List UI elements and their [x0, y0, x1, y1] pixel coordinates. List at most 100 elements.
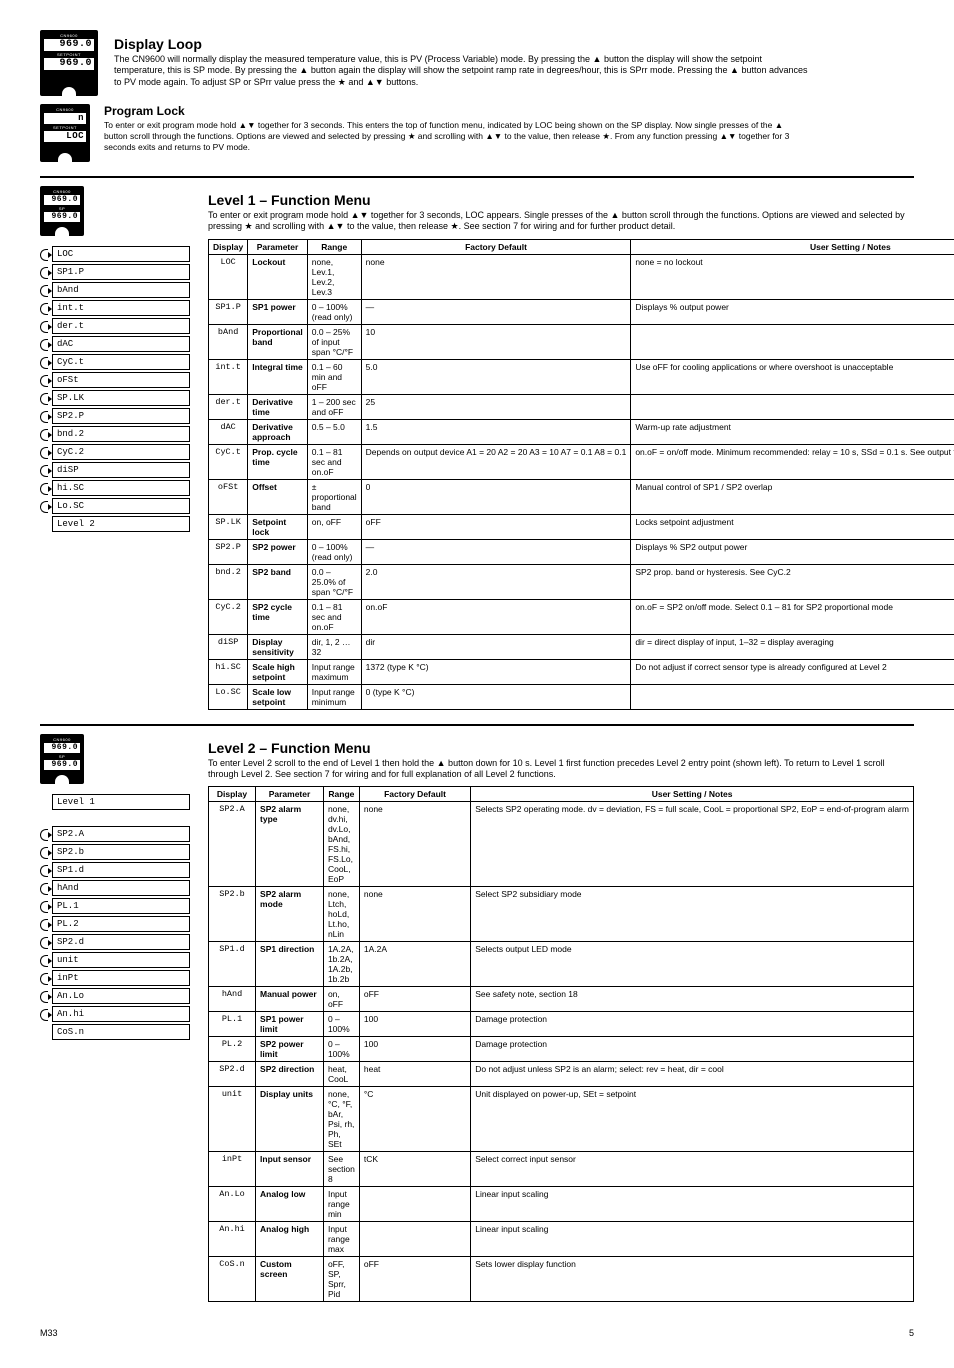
cell-param: SP2 band: [248, 564, 308, 599]
cell-default: —: [361, 539, 631, 564]
cell-user: Damage protection: [471, 1012, 914, 1037]
table-row: SP1.P SP1 power 0 – 100% (read only) — D…: [209, 299, 954, 324]
cell-user: Locks setpoint adjustment: [631, 514, 954, 539]
col-header: Factory Default: [359, 787, 470, 802]
cell-default: 100: [359, 1037, 470, 1062]
cell-user: Do not adjust unless SP2 is an alarm; se…: [471, 1062, 914, 1087]
cell-param: Display sensitivity: [248, 634, 308, 659]
cell-user: Displays % SP2 output power: [631, 539, 954, 564]
cell-param: Proportional band: [248, 324, 308, 359]
table-row: bAnd Proportional band 0.0 – 25% of inpu…: [209, 324, 954, 359]
cell-display: CoS.n: [209, 1257, 256, 1302]
desc-level1: To enter or exit program mode hold ▲▼ to…: [208, 210, 908, 233]
cell-param: Analog low: [256, 1187, 324, 1222]
cell-display: CyC.t: [209, 444, 248, 479]
cell-default: 1.5: [361, 419, 631, 444]
cell-range: 0.1 – 81 sec and on.oF: [307, 444, 361, 479]
cell-user: on.oF = SP2 on/off mode. Select 0.1 – 81…: [631, 599, 954, 634]
cell-range: on, oFF: [323, 987, 359, 1012]
cell-display: PL.2: [209, 1037, 256, 1062]
cell-user: [631, 394, 954, 419]
menu-item: An.Lo: [52, 988, 190, 1004]
cell-range: 1 – 200 sec and oFF: [307, 394, 361, 419]
cell-param: Custom screen: [256, 1257, 324, 1302]
cell-param: SP1 power limit: [256, 1012, 324, 1037]
table-row: SP2.P SP2 power 0 – 100% (read only) — D…: [209, 539, 954, 564]
cell-default: 0 (type K °C): [361, 684, 631, 709]
col-header: User Setting / Notes: [471, 787, 914, 802]
cell-param: Setpoint lock: [248, 514, 308, 539]
cell-display: SP2.b: [209, 887, 256, 942]
footer-right: 5: [909, 1328, 914, 1338]
menu-item: PL.2: [52, 916, 190, 932]
cell-range: heat, CooL: [323, 1062, 359, 1087]
menu-item: SP2.b: [52, 844, 190, 860]
cell-user: Damage protection: [471, 1037, 914, 1062]
table-row: An.hi Analog high Input range max Linear…: [209, 1222, 914, 1257]
cell-default: 0: [361, 479, 631, 514]
cell-param: Analog high: [256, 1222, 324, 1257]
title-level1: Level 1 – Function Menu: [208, 192, 954, 208]
cell-default: —: [361, 299, 631, 324]
table-row: PL.1 SP1 power limit 0 – 100% 100 Damage…: [209, 1012, 914, 1037]
cell-default: 1A.2A: [359, 942, 470, 987]
table-row: int.t Integral time 0.1 – 60 min and oFF…: [209, 359, 954, 394]
cell-param: Manual power: [256, 987, 324, 1012]
menu-item: SP2.P: [52, 408, 190, 424]
cell-default: 5.0: [361, 359, 631, 394]
cell-param: SP1 direction: [256, 942, 324, 987]
cell-range: 0.1 – 60 min and oFF: [307, 359, 361, 394]
table-row: inPt Input sensor See section 8 tCK Sele…: [209, 1152, 914, 1187]
col-header: Parameter: [248, 239, 308, 254]
menu-item: CyC.t: [52, 354, 190, 370]
cell-param: Derivative time: [248, 394, 308, 419]
menu-item: Lo.SC: [52, 498, 190, 514]
cell-default: [359, 1222, 470, 1257]
cell-range: on, oFF: [307, 514, 361, 539]
cell-default: tCK: [359, 1152, 470, 1187]
cell-user: Select SP2 subsidiary mode: [471, 887, 914, 942]
cell-user: Selects SP2 operating mode. dv = deviati…: [471, 802, 914, 887]
cell-default: oFF: [359, 1257, 470, 1302]
cell-range: ± proportional band: [307, 479, 361, 514]
desc-level2: To enter Level 2 scroll to the end of Le…: [208, 758, 908, 781]
device-lock-icon: CN9600 n SETPOINT LOC: [40, 104, 90, 162]
section-level1: CN9600 969.0 SP 969.0 LOCSP1.PbAndint.td…: [40, 186, 914, 710]
cell-default: [359, 1187, 470, 1222]
cell-range: 0 – 100% (read only): [307, 539, 361, 564]
cell-param: Offset: [248, 479, 308, 514]
col-header: Factory Default: [361, 239, 631, 254]
cell-param: Scale high setpoint: [248, 659, 308, 684]
cell-range: 0 – 100%: [323, 1037, 359, 1062]
cell-default: oFF: [361, 514, 631, 539]
col-header: Range: [323, 787, 359, 802]
cell-default: 2.0: [361, 564, 631, 599]
menu-item: dAC: [52, 336, 190, 352]
menu-item: hi.SC: [52, 480, 190, 496]
desc-program-lock: To enter or exit program mode hold ▲▼ to…: [104, 120, 804, 153]
cell-display: int.t: [209, 359, 248, 394]
page-footer: M33 5: [40, 1328, 914, 1338]
divider: [40, 176, 914, 178]
cell-range: Input range min: [323, 1187, 359, 1222]
divider: [40, 724, 914, 726]
col-header: Parameter: [256, 787, 324, 802]
cell-param: Input sensor: [256, 1152, 324, 1187]
menu-item: CyC.2: [52, 444, 190, 460]
table-row: LOC Lockout none, Lev.1, Lev.2, Lev.3 no…: [209, 254, 954, 299]
cell-range: none, dv.hi, dv.Lo, bAnd, FS.hi, FS.Lo, …: [323, 802, 359, 887]
cell-default: none: [359, 802, 470, 887]
menu-item: PL.1: [52, 898, 190, 914]
cell-display: SP1.d: [209, 942, 256, 987]
cell-display: An.hi: [209, 1222, 256, 1257]
menu-item: Level 2: [52, 516, 190, 532]
menu-item: bAnd: [52, 282, 190, 298]
cell-display: bnd.2: [209, 564, 248, 599]
cell-default: 1372 (type K °C): [361, 659, 631, 684]
cell-display: CyC.2: [209, 599, 248, 634]
col-header: Display: [209, 787, 256, 802]
cell-param: Lockout: [248, 254, 308, 299]
menu-item: der.t: [52, 318, 190, 334]
menu-item: SP1.d: [52, 862, 190, 878]
table-row: CyC.t Prop. cycle time 0.1 – 81 sec and …: [209, 444, 954, 479]
